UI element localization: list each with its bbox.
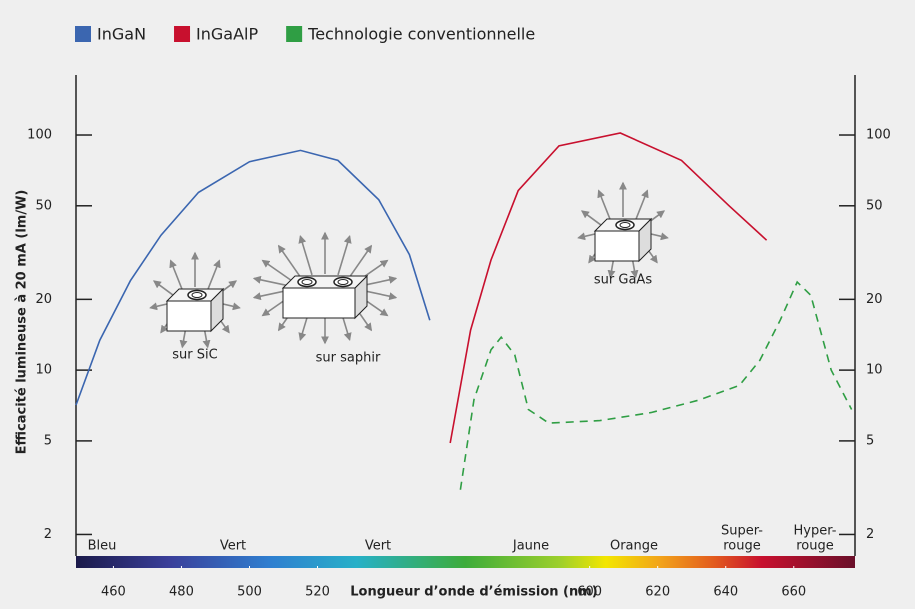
chip-pad	[333, 276, 353, 288]
y-tick-label: 10	[35, 363, 52, 378]
arrow	[252, 289, 288, 301]
x-tick-label: 600	[577, 585, 602, 600]
chip-pad	[301, 279, 313, 285]
chip-pad	[615, 219, 635, 231]
band-label: Orange	[610, 539, 658, 554]
legend-swatch	[286, 26, 303, 42]
arrow	[169, 259, 183, 290]
annotation: sur saphir	[316, 351, 381, 366]
arrow	[207, 259, 221, 290]
arrow	[252, 275, 288, 287]
arrow	[635, 189, 649, 220]
arrow	[337, 235, 352, 276]
x-tick-label: 620	[645, 585, 670, 600]
band-label: Jaune	[512, 539, 549, 554]
x-tick-label: 460	[101, 585, 126, 600]
illustrations	[149, 181, 669, 349]
arrow	[362, 275, 398, 287]
band-label: Super-	[721, 524, 763, 539]
x-tick-label: 500	[237, 585, 262, 600]
chip-pad	[619, 222, 631, 228]
y2-tick-label: 100	[866, 128, 891, 143]
band-label: Hyper-	[794, 524, 837, 539]
x-tick-label: 640	[713, 585, 738, 600]
y2-tick-label: 50	[866, 198, 883, 213]
arrow	[362, 289, 398, 301]
legend-label: InGaN	[97, 25, 146, 44]
y2-tick-label: 20	[866, 292, 883, 307]
y2-tick-label: 2	[866, 527, 874, 542]
y-tick-label: 50	[35, 198, 52, 213]
y2-tick-label: 5	[866, 433, 874, 448]
y-tick-label: 20	[35, 292, 52, 307]
arrow	[348, 244, 373, 278]
legend-label: InGaAlP	[196, 25, 258, 44]
chip-front	[166, 300, 212, 332]
arrow	[597, 189, 611, 220]
arrow	[152, 280, 174, 296]
series-line	[459, 280, 853, 490]
arrow	[277, 244, 302, 278]
chip-pad	[337, 279, 349, 285]
x-tick-label: 520	[305, 585, 330, 600]
y-tick-label: 2	[44, 527, 52, 542]
y-tick-label: 100	[27, 128, 52, 143]
y-axis-title: Efficacité lumineuse à 20 mA (lm/W)	[15, 190, 30, 455]
series-line	[75, 149, 431, 406]
legend-swatch	[75, 26, 91, 42]
y-tick-label: 5	[44, 433, 52, 448]
y2-tick-label: 10	[866, 363, 883, 378]
arrow	[298, 235, 313, 276]
legend-label: Technologie conventionnelle	[307, 25, 535, 44]
spectrum-bar	[76, 556, 855, 568]
band-label: rouge	[796, 539, 834, 554]
chip-front	[594, 230, 640, 262]
legend-swatch	[174, 26, 191, 42]
chip-pad	[187, 289, 207, 301]
band-label: Vert	[365, 539, 391, 554]
band-label: rouge	[723, 539, 761, 554]
arrow	[580, 210, 602, 226]
band-label: Vert	[220, 539, 246, 554]
chip-pad	[297, 276, 317, 288]
band-label: Bleu	[88, 539, 117, 554]
x-tick-label: 660	[781, 585, 806, 600]
x-tick-label: 480	[169, 585, 194, 600]
chip-front	[282, 287, 356, 319]
series-line	[449, 132, 768, 444]
annotation: sur GaAs	[594, 273, 652, 288]
x-axis-title: Longueur d’onde d’émission (nm)	[350, 585, 598, 600]
chip-top	[281, 275, 369, 289]
chip-pad	[191, 292, 203, 298]
annotation: sur SiC	[172, 348, 217, 363]
arrow	[261, 259, 293, 282]
